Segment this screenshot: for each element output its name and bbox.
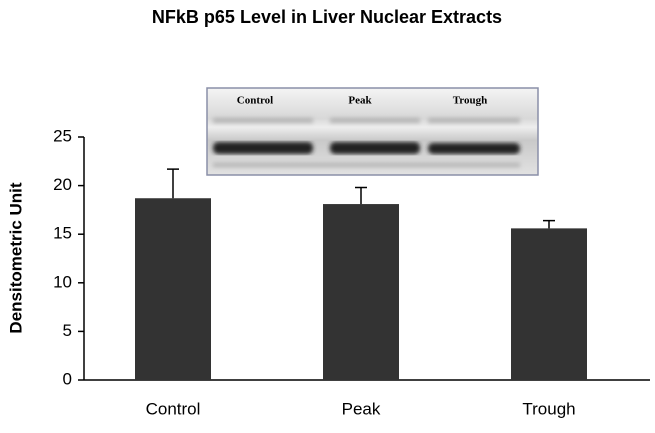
x-tick-label: Peak: [342, 399, 381, 418]
error-bar: [355, 186, 367, 205]
error-bar: [167, 168, 179, 199]
y-tick-label: 10: [53, 272, 72, 291]
y-tick-label: 25: [53, 126, 72, 145]
error-bar: [543, 219, 555, 229]
y-tick-label: 0: [63, 369, 72, 388]
y-axis-label: Densitometric Unit: [6, 182, 25, 333]
blot-label: Peak: [348, 95, 372, 107]
bar: [135, 198, 211, 380]
x-tick-label: Trough: [522, 399, 575, 418]
blot-label: Control: [237, 95, 273, 107]
bar: [323, 204, 399, 380]
y-tick-label: 5: [63, 321, 72, 340]
y-tick-label: 20: [53, 175, 72, 194]
blot-label: Trough: [453, 95, 487, 107]
blot-image: [206, 87, 539, 176]
x-tick-label: Control: [146, 399, 201, 418]
bar: [511, 228, 587, 380]
y-tick-label: 15: [53, 224, 72, 243]
chart-title: NFkB p65 Level in Liver Nuclear Extracts: [152, 7, 502, 27]
